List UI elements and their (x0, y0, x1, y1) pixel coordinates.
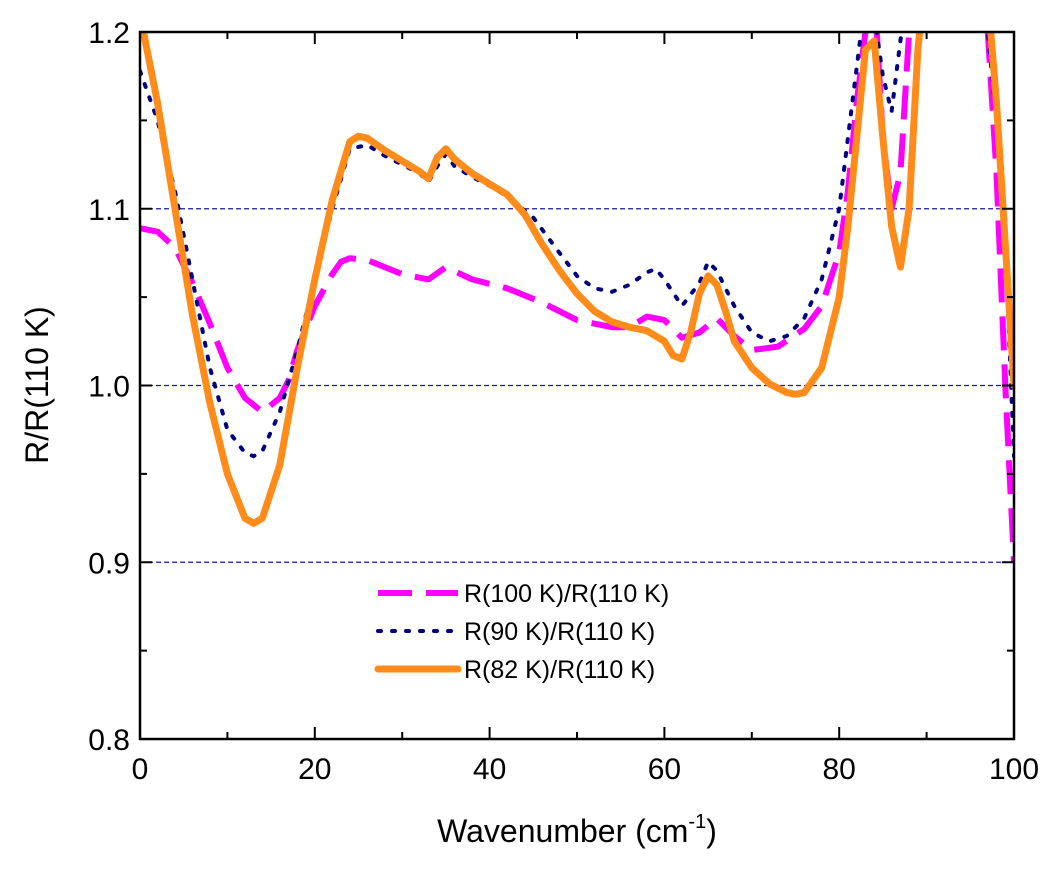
x-tick-label: 100 (989, 753, 1039, 786)
series-line-1 (140, 32, 1014, 563)
x-axis-title: Wavenumber (cm-1) (437, 811, 717, 849)
x-tick-label: 40 (473, 753, 506, 786)
x-tick-label: 0 (132, 753, 149, 786)
series-line-2 (140, 32, 1014, 459)
x-tick-label: 60 (648, 753, 681, 786)
ticks (139, 31, 1015, 740)
series-layer (140, 32, 1014, 563)
legend-label-2: R(90 K)/R(110 K) (464, 618, 655, 646)
x-axis-title-close: ) (706, 813, 717, 849)
legend-label-1: R(100 K)/R(110 K) (464, 580, 669, 608)
legend-label-3: R(82 K)/R(110 K) (464, 656, 655, 684)
x-axis-title-main: Wavenumber (cm (437, 813, 688, 849)
x-tick-label: 80 (823, 753, 856, 786)
y-tick-label: 0.8 (88, 724, 130, 757)
y-tick-label: 1.0 (88, 371, 130, 404)
series-line-3 (140, 32, 1014, 527)
y-axis-title: R/R(110 K) (19, 306, 55, 464)
reference-lines (140, 208, 1014, 563)
x-axis-title-superscript: -1 (688, 811, 706, 833)
tick-labels: 0 20 40 60 80 100 0.8 0.9 1.0 1.1 1.2 (88, 17, 1039, 786)
legend: R(100 K)/R(110 K) R(90 K)/R(110 K) R(82 K)… (374, 580, 669, 684)
y-tick-label: 0.9 (88, 547, 130, 580)
y-tick-label: 1.2 (88, 17, 130, 50)
y-tick-label: 1.1 (88, 194, 130, 227)
x-tick-label: 20 (298, 753, 331, 786)
